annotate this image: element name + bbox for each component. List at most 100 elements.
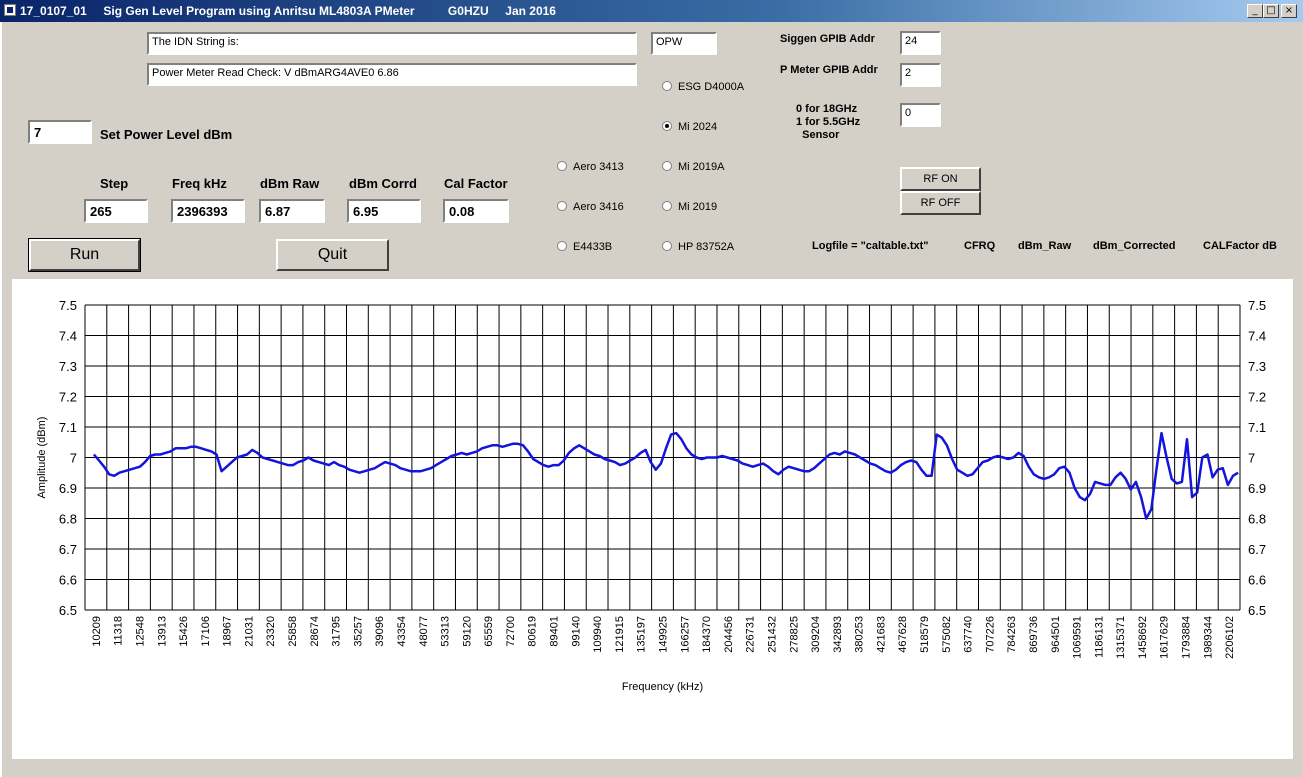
x-tick-label: 1458692 [1137, 616, 1149, 659]
idn-string-field[interactable]: The IDN String is: [147, 32, 637, 55]
radio-hp-83752a[interactable]: HP 83752A [662, 241, 734, 253]
logfile-label: Logfile = "caltable.txt" [812, 240, 929, 252]
x-tick-label: 2206102 [1224, 616, 1236, 659]
x-tick-label: 65559 [483, 616, 495, 647]
window-frame [0, 22, 1303, 777]
x-tick-label: 48077 [418, 616, 430, 647]
x-tick-label: 18967 [222, 616, 234, 647]
chart-panel: 7.5 7.5 7.4 7.4 7.3 7.3 7.2 7.2 7.1 7.1 7 7 6.9 6.9 6.… [12, 279, 1293, 759]
x-tick-label: 964501 [1050, 616, 1062, 653]
y-tick-label-left: 7.2 [59, 390, 77, 405]
x-tick-label: 784263 [1006, 616, 1018, 653]
x-tick-label: 35257 [352, 616, 364, 647]
x-tick-label: 80619 [527, 616, 539, 647]
x-tick-label: 109940 [592, 616, 604, 653]
cal-factor-label: Cal Factor [444, 176, 508, 191]
y-tick-label-left: 6.6 [59, 573, 77, 588]
x-tick-label: 53313 [440, 616, 452, 647]
run-button[interactable]: Run [28, 238, 141, 272]
y-tick-label-right: 7.3 [1248, 359, 1266, 374]
radio-dot[interactable] [662, 81, 672, 91]
x-tick-label: 12548 [134, 616, 146, 647]
x-tick-label: 135197 [636, 616, 648, 653]
step-field[interactable]: 265 [84, 199, 148, 223]
radio-aero-3413[interactable]: Aero 3413 [557, 161, 624, 173]
log-col-cfrq: CFRQ [964, 240, 996, 252]
x-tick-label: 184370 [701, 616, 713, 653]
quit-button[interactable]: Quit [276, 239, 389, 271]
radio-label: Mi 2024 [678, 121, 718, 133]
title-bar: 17_0107_01 Sig Gen Level Program using A… [0, 0, 1303, 22]
radio-mi-2024[interactable]: Mi 2024 [662, 121, 717, 133]
x-tick-label: 342893 [832, 616, 844, 653]
siggen-gpib-input[interactable]: 24 [900, 31, 941, 55]
x-tick-label: 28674 [309, 616, 321, 647]
power-meter-check-field[interactable]: Power Meter Read Check: V dBmARG4AVE0 6.… [147, 63, 637, 86]
radio-esg-d4000a[interactable]: ESG D4000A [662, 81, 744, 93]
siggen-gpib-label: Siggen GPIB Addr [780, 33, 875, 45]
sensor-label: 0 for 18GHz 1 for 5.5GHz Sensor [796, 103, 861, 141]
x-tick-label: 226731 [745, 616, 757, 653]
dbm-raw-label: dBm Raw [260, 176, 320, 191]
radio-mi-2019[interactable]: Mi 2019 [662, 201, 717, 213]
close-button[interactable]: × [1281, 4, 1297, 18]
x-tick-label: 149925 [658, 616, 670, 653]
x-tick-label: 637740 [963, 616, 975, 653]
y-tick-label-right: 6.7 [1248, 542, 1266, 557]
x-tick-label: 869736 [1028, 616, 1040, 653]
y-tick-label-left: 7.5 [59, 298, 77, 313]
dbm-raw-field[interactable]: 6.87 [259, 199, 325, 223]
x-tick-label: 251432 [766, 616, 778, 653]
x-tick-label: 21031 [243, 616, 255, 647]
radio-dot-selected[interactable] [662, 121, 672, 131]
y-tick-label-right: 7 [1248, 451, 1255, 466]
radio-dot[interactable] [662, 161, 672, 171]
radio-label: E4433B [573, 241, 613, 253]
radio-dot[interactable] [557, 201, 567, 211]
freq-field[interactable]: 2396393 [171, 199, 245, 223]
x-tick-label: 39096 [374, 616, 386, 647]
x-tick-label: 309204 [810, 616, 822, 653]
maximize-button[interactable]: □ [1263, 4, 1279, 18]
x-tick-label: 1069591 [1072, 616, 1084, 659]
x-tick-label: 25858 [287, 616, 299, 647]
pmeter-gpib-label: P Meter GPIB Addr [780, 64, 878, 76]
pmeter-gpib-input[interactable]: 2 [900, 63, 941, 87]
y-tick-label-left: 6.5 [59, 603, 77, 618]
x-tick-label: 10209 [91, 616, 103, 647]
radio-aero-3416[interactable]: Aero 3416 [557, 201, 624, 213]
x-tick-label: 13913 [156, 616, 168, 647]
y-tick-label-left: 7.4 [59, 329, 77, 344]
x-axis-label: Frequency (kHz) [622, 681, 703, 693]
opw-field[interactable]: OPW [651, 32, 717, 55]
x-tick-label: 99140 [570, 616, 582, 647]
radio-mi-2019a[interactable]: Mi 2019A [662, 161, 724, 173]
y-tick-label-right: 7.2 [1248, 390, 1266, 405]
x-tick-label: 1793884 [1181, 616, 1193, 659]
window-title: 17_0107_01 Sig Gen Level Program using A… [20, 4, 556, 18]
x-tick-label: 380253 [854, 616, 866, 653]
rf-off-button[interactable]: RF OFF [900, 191, 981, 215]
radio-label: Mi 2019A [678, 161, 725, 173]
radio-label: Mi 2019 [678, 201, 718, 213]
x-tick-label: 11318 [113, 616, 125, 646]
y-tick-label-left: 6.8 [59, 512, 77, 527]
radio-e4433b[interactable]: E4433B [557, 241, 612, 253]
y-tick-label-left: 7.3 [59, 359, 77, 374]
radio-dot[interactable] [662, 241, 672, 251]
radio-dot[interactable] [557, 241, 567, 251]
sensor-input[interactable]: 0 [900, 103, 941, 127]
cal-factor-field[interactable]: 0.08 [443, 199, 509, 223]
x-tick-label: 121915 [614, 616, 626, 653]
app-icon[interactable] [4, 4, 16, 16]
radio-dot[interactable] [662, 201, 672, 211]
minimize-button[interactable]: _ [1247, 4, 1263, 18]
y-tick-label-left: 6.7 [59, 542, 77, 557]
rf-on-button[interactable]: RF ON [900, 167, 981, 191]
power-level-input[interactable]: 7 [28, 120, 92, 144]
log-col-dbm-corrected: dBm_Corrected [1093, 240, 1176, 252]
dbm-corrd-field[interactable]: 6.95 [347, 199, 421, 223]
x-tick-label: 707226 [984, 616, 996, 653]
radio-dot[interactable] [557, 161, 567, 171]
step-label: Step [100, 176, 129, 191]
